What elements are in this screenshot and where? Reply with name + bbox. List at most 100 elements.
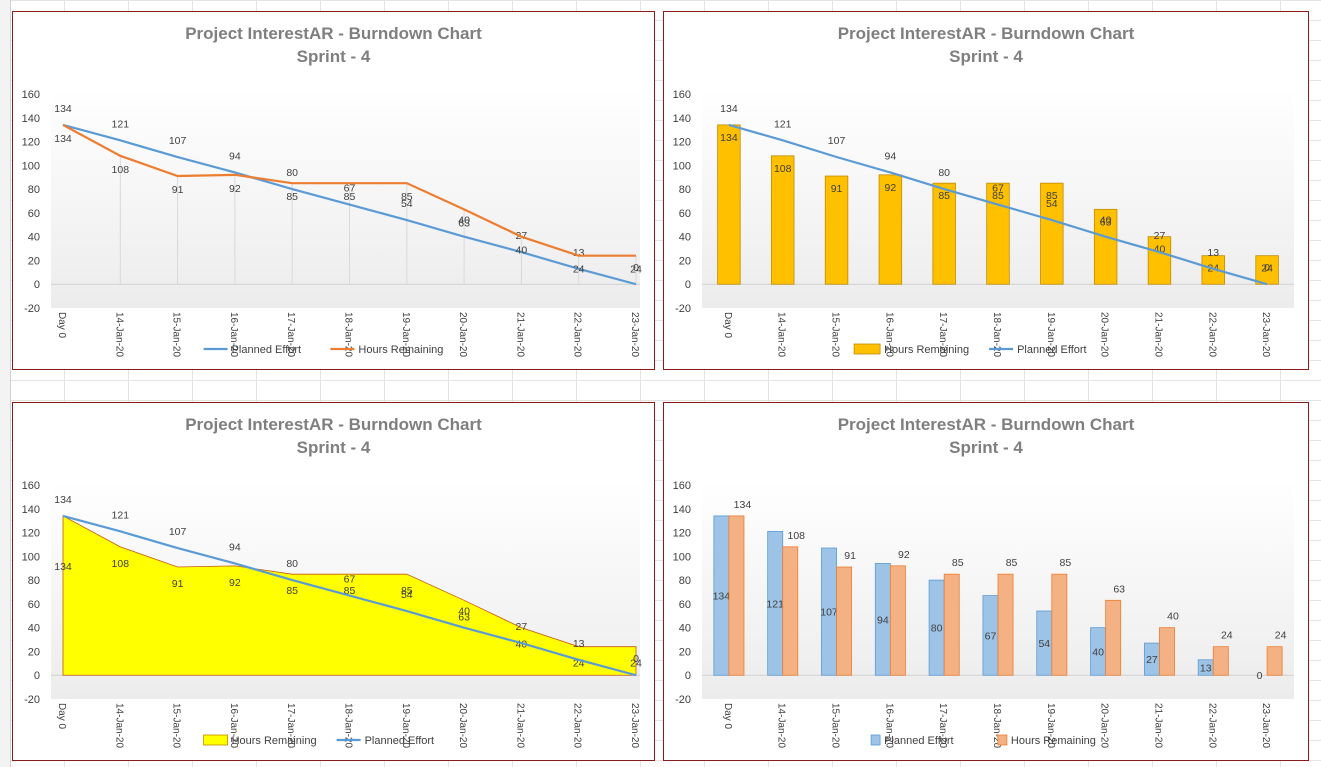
data-label: 27 <box>1154 230 1166 242</box>
y-tick-label: 140 <box>22 504 40 516</box>
legend-item-hours-remaining[interactable]: Hours Remaining <box>997 734 1096 747</box>
x-tick-label: 23-Jan-20 <box>629 312 640 357</box>
data-label: 85 <box>344 191 356 203</box>
legend-item-hours-remaining[interactable]: Hours Remaining <box>330 344 443 356</box>
x-tick-label: Day 0 <box>722 703 733 730</box>
bar-hours-remaining[interactable] <box>932 182 956 285</box>
data-label: 85 <box>992 190 1004 202</box>
chart-title: Project InterestAR - Burndown Chart <box>837 415 1135 434</box>
x-tick-label: 20-Jan-20 <box>457 312 468 357</box>
chart-title: Project InterestAR - Burndown Chart <box>185 24 482 43</box>
burndown-line-chart[interactable]: Project InterestAR - Burndown Chart Spri… <box>12 11 655 370</box>
legend-swatch <box>853 343 881 355</box>
y-tick-label: 100 <box>673 160 691 172</box>
y-tick-label: 140 <box>673 113 691 125</box>
data-label: 107 <box>169 526 187 538</box>
bar-hours-remaining[interactable] <box>889 565 906 676</box>
y-tick-label: 0 <box>685 670 691 682</box>
bar-hours-remaining[interactable] <box>824 175 849 285</box>
x-tick-label: 14-Jan-20 <box>113 312 124 357</box>
data-label: 134 <box>54 103 72 115</box>
bar-hours-remaining[interactable] <box>717 124 741 285</box>
data-label: 134 <box>720 103 738 115</box>
bar-hours-remaining[interactable] <box>986 182 1010 285</box>
legend-swatch <box>203 734 229 746</box>
x-tick-label: 19-Jan-20 <box>1045 703 1056 748</box>
data-label: 63 <box>1100 216 1112 228</box>
bar-hours-remaining[interactable] <box>1266 646 1283 676</box>
y-tick-label: -20 <box>24 303 40 315</box>
burndown-area-chart[interactable]: Project InterestAR - Burndown Chart Spri… <box>12 402 655 761</box>
y-tick-label: 40 <box>679 232 691 244</box>
bar-hours-remaining[interactable] <box>1105 599 1122 676</box>
data-label: 108 <box>787 530 805 542</box>
y-tick-label: 60 <box>28 208 40 220</box>
y-tick-label: 120 <box>22 528 40 540</box>
bar-hours-remaining[interactable] <box>1051 573 1068 676</box>
x-tick-label: 22-Jan-20 <box>572 703 583 748</box>
bar-hours-remaining[interactable] <box>997 573 1014 676</box>
bar-hours-remaining[interactable] <box>1147 236 1172 285</box>
data-label: 92 <box>229 183 241 195</box>
data-label: 134 <box>54 133 72 145</box>
bar-hours-remaining[interactable] <box>1212 646 1229 676</box>
data-label: 134 <box>54 561 72 573</box>
bar-hours-remaining[interactable] <box>1201 255 1225 285</box>
y-tick-label: 20 <box>28 646 40 658</box>
data-label: 85 <box>1060 557 1072 569</box>
bar-hours-remaining[interactable] <box>943 573 960 676</box>
chart-subtitle: Sprint - 4 <box>296 47 371 66</box>
legend-item-hours-remaining[interactable]: Hours Remaining <box>203 734 317 747</box>
y-tick-label: 40 <box>28 623 40 635</box>
line-planned-effort[interactable] <box>728 123 1268 286</box>
data-label: 24 <box>630 264 642 276</box>
legend-item-hours-remaining[interactable]: Hours Remaining <box>853 343 969 356</box>
y-tick-label: 120 <box>22 137 40 149</box>
data-label: 13 <box>573 638 585 650</box>
legend-item-planned-effort[interactable]: Planned Effort <box>203 344 302 356</box>
data-label: 80 <box>286 167 298 179</box>
y-tick-label: 100 <box>673 551 691 563</box>
line-hours-remaining[interactable] <box>62 123 636 257</box>
data-label: 54 <box>1038 638 1050 650</box>
x-tick-label: 20-Jan-20 <box>1099 703 1110 748</box>
y-tick-label: 80 <box>28 184 40 196</box>
burndown-bar-line-chart[interactable]: Project InterestAR - Burndown Chart Spri… <box>663 11 1309 370</box>
legend-item-planned-effort[interactable]: Planned Effort <box>336 735 435 747</box>
data-label: 67 <box>992 183 1004 195</box>
data-label: 85 <box>938 190 950 202</box>
line-planned-effort[interactable] <box>62 514 637 677</box>
bar-hours-remaining[interactable] <box>1040 182 1064 285</box>
data-label: 40 <box>458 215 470 227</box>
x-tick-label: 19-Jan-20 <box>400 703 411 748</box>
legend-item-planned-effort[interactable]: Planned Effort <box>870 734 954 747</box>
data-label: 40 <box>516 639 528 651</box>
x-tick-label: 17-Jan-20 <box>937 312 948 357</box>
burndown-clustered-bar-chart[interactable]: Project InterestAR - Burndown Chart Spri… <box>663 402 1309 761</box>
bar-hours-remaining[interactable] <box>836 566 853 676</box>
data-label: 40 <box>1154 244 1166 256</box>
data-label: 40 <box>1100 215 1112 227</box>
data-label: 0 <box>1257 670 1263 682</box>
bar-hours-remaining[interactable] <box>1093 208 1118 285</box>
data-label: 92 <box>885 182 897 194</box>
y-tick-label: -20 <box>24 694 40 706</box>
x-tick-label: 18-Jan-20 <box>343 312 354 357</box>
bar-hours-remaining[interactable] <box>878 174 903 285</box>
legend-label: Hours Remaining <box>232 735 317 747</box>
bar-hours-remaining[interactable] <box>1159 627 1175 676</box>
x-tick-label: 14-Jan-20 <box>113 703 124 748</box>
bar-hours-remaining[interactable] <box>728 515 745 676</box>
x-tick-label: 18-Jan-20 <box>991 312 1002 357</box>
line-planned-effort[interactable] <box>62 123 637 286</box>
x-tick-label: 22-Jan-20 <box>1206 703 1217 748</box>
bar-hours-remaining[interactable] <box>782 546 799 676</box>
chart-subtitle: Sprint - 4 <box>949 47 1023 66</box>
data-label: 24 <box>573 658 585 670</box>
x-tick-label: Day 0 <box>722 312 733 339</box>
legend-item-planned-effort[interactable]: Planned Effort <box>989 344 1087 356</box>
bar-hours-remaining[interactable] <box>771 155 795 285</box>
data-label: 80 <box>931 623 943 635</box>
y-tick-label: 100 <box>22 160 40 172</box>
x-tick-label: 17-Jan-20 <box>285 703 296 748</box>
